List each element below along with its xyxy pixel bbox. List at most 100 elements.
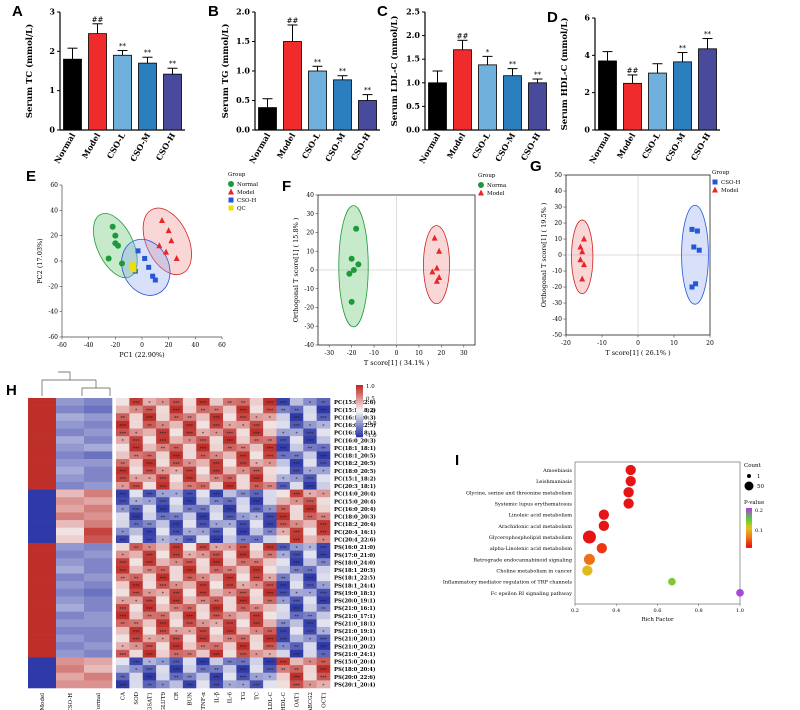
correlation-cell	[129, 497, 144, 506]
correlation-cell	[142, 543, 157, 551]
y-tick-label: 20	[306, 230, 314, 237]
heatmap-row-label: PC(18:1_20:5)	[334, 453, 376, 460]
legend-label: Norma	[487, 183, 507, 189]
correlation-cell	[129, 466, 144, 475]
significance-mark: **	[134, 454, 139, 460]
significance-mark: ***	[293, 675, 301, 681]
heatmap-cell	[84, 413, 113, 422]
significance-mark: **	[187, 507, 192, 513]
color-legend-swatch	[356, 429, 363, 432]
correlation-cell	[156, 466, 170, 475]
correlation-cell	[116, 512, 130, 521]
significance-mark: ***	[173, 660, 181, 666]
correlation-cell	[316, 405, 331, 414]
correlation-cell	[129, 420, 144, 429]
correlation-cell	[236, 657, 251, 666]
correlation-cell	[276, 459, 291, 467]
correlation-cell	[223, 596, 237, 605]
pathway-label: Glycine, serine and threonine metabolism	[466, 490, 572, 496]
significance-mark: ***	[173, 553, 181, 559]
significance-mark: ***	[253, 614, 261, 620]
y-tick-label: 40	[306, 192, 314, 199]
significance-mark: ***	[186, 614, 194, 620]
correlation-cell	[182, 657, 197, 666]
correlation-cell	[316, 649, 331, 658]
color-legend-swatch	[356, 399, 363, 402]
y-tick-label: 1.0	[406, 77, 420, 87]
correlation-cell	[303, 543, 317, 551]
correlation-cell	[316, 474, 331, 483]
significance-mark: *	[309, 660, 312, 666]
x-tick-label: -40	[84, 342, 94, 349]
y-axis-title: Serum LDL-C (mmol/L)	[389, 16, 400, 127]
correlation-cell	[142, 459, 157, 467]
heatmap-cell	[28, 520, 57, 529]
significance-mark: *	[188, 553, 191, 559]
significance-mark: ***	[119, 652, 127, 658]
significance-mark: ***	[133, 400, 141, 406]
significance-mark: **	[254, 492, 259, 498]
significance-mark: ***	[146, 652, 154, 658]
heatmap-cell	[56, 611, 85, 620]
significance-mark: **	[187, 652, 192, 658]
correlation-cell	[142, 474, 157, 483]
y-tick-label: 2.0	[236, 7, 250, 17]
correlation-cell	[169, 481, 184, 490]
significance-mark: ***	[186, 477, 194, 483]
correlation-cell	[209, 565, 224, 574]
correlation-cell	[289, 680, 304, 689]
heatmap-row-label: PC(15:0_20:4)	[334, 498, 376, 505]
correlation-cell	[303, 512, 317, 521]
significance-mark: *	[215, 545, 218, 551]
correlation-cell	[156, 497, 170, 506]
correlation-cell	[196, 604, 210, 612]
significance-mark: ***	[266, 637, 274, 643]
significance-mark: ***	[280, 629, 288, 635]
legend-title: Group	[228, 172, 246, 178]
point-model	[156, 242, 163, 249]
correlation-cell	[289, 405, 304, 414]
correlation-cell	[303, 604, 317, 612]
significance-mark: **	[120, 675, 125, 681]
significance-mark: **	[147, 454, 152, 460]
significance-mark: ***	[119, 500, 127, 506]
significance-mark: *	[282, 431, 285, 437]
correlation-cell	[249, 665, 264, 674]
point-model	[579, 248, 586, 255]
significance-mark: ***	[159, 439, 167, 445]
correlation-cell	[303, 581, 317, 590]
bar-model	[623, 82, 642, 131]
x-tick-label: 60	[218, 342, 226, 349]
correlation-cell	[223, 527, 237, 536]
significance-mark: *	[122, 553, 125, 559]
correlation-cell	[169, 459, 184, 467]
significance-mark: **	[281, 454, 286, 460]
color-legend-swatch	[746, 519, 752, 522]
significance-mark: ***	[240, 668, 248, 674]
correlation-cell	[156, 581, 170, 590]
significance-mark: ***	[146, 599, 154, 605]
heatmap-indicator-label: GLUT9	[161, 692, 167, 710]
correlation-cell	[236, 459, 251, 467]
bar-cso-l	[648, 72, 667, 131]
correlation-cell	[223, 520, 237, 529]
correlation-cell	[249, 634, 264, 643]
correlation-cell	[263, 634, 277, 643]
significance-mark: *	[229, 683, 232, 689]
significance-mark: ***	[280, 484, 288, 490]
heatmap-indicator-label: OAT1	[295, 692, 301, 707]
heatmap-row-label: PC(16:1_18:1)	[334, 430, 376, 437]
panel-letter: B	[208, 3, 219, 20]
significance-mark: *	[135, 599, 138, 605]
significance-mark: ***	[320, 408, 328, 414]
significance-mark: **	[214, 599, 219, 605]
color-legend-swatch	[356, 403, 363, 406]
color-legend-swatch	[746, 512, 752, 515]
significance-mark: ***	[200, 637, 208, 643]
point-qc	[128, 264, 134, 270]
significance-mark: *	[269, 416, 272, 422]
y-tick-label: 4	[584, 50, 590, 60]
y-tick-label: 0	[558, 252, 562, 259]
correlation-cell	[289, 451, 304, 460]
significance-mark: ***	[307, 576, 315, 582]
